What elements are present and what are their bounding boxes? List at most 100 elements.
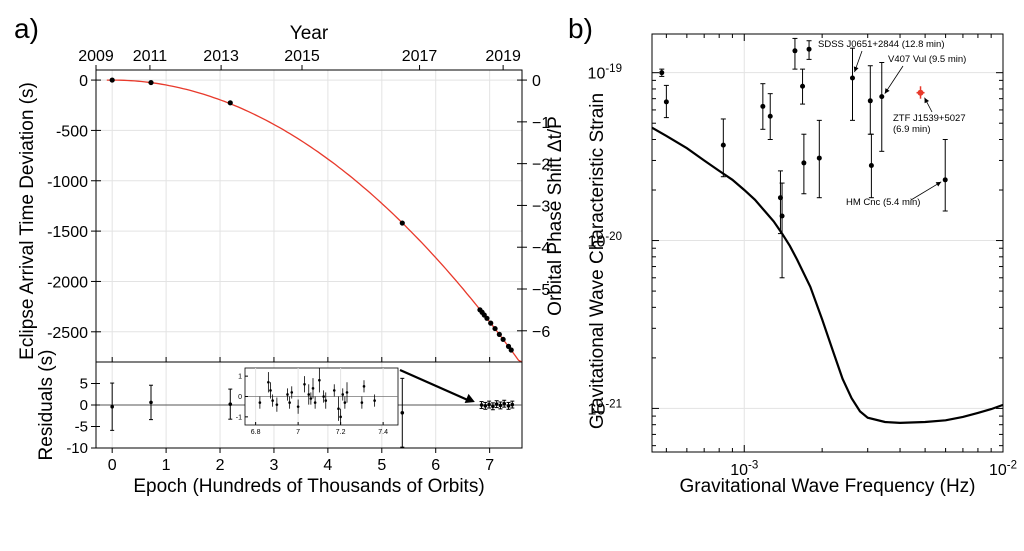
inset-x-tick-label: 7.2 (336, 429, 346, 436)
right-tick-label: 0 (532, 73, 541, 90)
inset-x-tick-label: 6.8 (251, 429, 261, 436)
inset-point (337, 407, 340, 411)
sensitivity-curve (651, 126, 1004, 425)
inset-point (373, 399, 376, 402)
data-point (227, 100, 233, 106)
inset-y-tick-label: 1 (238, 374, 242, 381)
binary-point (779, 213, 785, 219)
right-tick-label: −4 (532, 240, 550, 257)
binary-point (801, 160, 807, 166)
inset-x-tick-label: 7 (296, 429, 300, 436)
y-tick-label: -500 (56, 123, 88, 140)
inset-arrow-head (464, 393, 475, 404)
inset-point (275, 403, 279, 406)
annotation-ztf-period: (6.9 min) (893, 124, 930, 135)
y-tick-label: 10-19 (588, 63, 622, 83)
top-tick-label: 2017 (402, 48, 438, 65)
residual-point (487, 402, 491, 407)
data-point (500, 336, 506, 342)
binary-point (760, 103, 766, 109)
data-point (508, 347, 514, 353)
annotation-sdss: SDSS J0651+2844 (12.8 min) (818, 39, 944, 50)
inset-point (271, 399, 274, 402)
inset-point (311, 387, 315, 390)
annotation-hmcnc: HM Cnc (5.4 min) (846, 197, 920, 208)
inset-y-tick-label: 0 (238, 394, 242, 401)
right-tick-label: −5 (532, 282, 550, 299)
data-point (488, 320, 494, 326)
y-tick-label: 5 (80, 376, 88, 393)
y-tick-label: 10-21 (588, 399, 622, 419)
data-point (399, 220, 405, 226)
annotation-v407-arrow-line (884, 65, 904, 94)
right-tick-label: −1 (532, 115, 550, 132)
binary-point (867, 98, 873, 104)
top-tick-label: 2009 (78, 48, 114, 65)
residual-point (483, 404, 488, 408)
inset-point (307, 393, 311, 396)
annotation-v407: V407 Vul (9.5 min) (888, 54, 966, 65)
binary-point (879, 94, 885, 100)
inset-point (360, 401, 364, 404)
annotation-ztf: ZTF J1539+5027 (893, 113, 966, 124)
binary-point (720, 142, 726, 148)
data-point (109, 77, 115, 83)
top-tick-label: 2015 (284, 48, 320, 65)
y-tick-label: -2500 (47, 325, 88, 342)
x-tick-label: 6 (431, 457, 440, 474)
residual-point (502, 401, 507, 406)
annotation-ztf-arrow-head (924, 97, 930, 104)
panel-b-letter: b) (568, 13, 593, 44)
annotation-v407-arrow-head (884, 88, 890, 94)
panel-a-letter: a) (14, 13, 39, 44)
residual-point (494, 402, 499, 406)
binary-point (806, 46, 812, 52)
x-tick-label: 3 (269, 457, 278, 474)
top-tick-label: 2019 (485, 48, 521, 65)
binary-point (800, 83, 806, 89)
residual-point (491, 404, 495, 409)
x-tick-label: 1 (162, 457, 171, 474)
right-tick-label: −2 (532, 157, 550, 174)
inset-point (296, 405, 300, 408)
inset-arrow-line (399, 368, 470, 402)
residual-point (110, 404, 114, 409)
binary-point (767, 113, 773, 119)
inset-point (286, 393, 289, 396)
right-tick-label: −3 (532, 198, 550, 215)
right-axis-label: Orbital Phase Shift Δt/P (545, 116, 566, 316)
binary-point (942, 177, 948, 183)
inset-x-tick-label: 7.4 (378, 429, 388, 436)
inset-point (341, 393, 345, 396)
x-tick-label: 5 (377, 457, 386, 474)
x-axis-label: Epoch (Hundreds of Thousands of Orbits) (133, 476, 484, 497)
residual-point (498, 403, 503, 408)
y-tick-label: -2000 (47, 274, 88, 291)
residuals-axis-label: Residuals (s) (36, 350, 57, 461)
y-tick-label: -1500 (47, 224, 88, 241)
binary-point (659, 70, 665, 76)
binary-point (792, 48, 798, 54)
inset-point (343, 401, 347, 404)
x-tick-label: 4 (323, 457, 332, 474)
residual-point (510, 402, 515, 407)
inset-point (324, 399, 328, 402)
top-axis-label: Year (290, 23, 329, 44)
y-tick-label: -1000 (47, 174, 88, 191)
top-tick-label: 2011 (133, 48, 168, 65)
residual-point (149, 400, 153, 405)
inset-point (290, 391, 294, 394)
data-point (148, 79, 154, 86)
inset-point (269, 389, 272, 392)
residual-point (228, 402, 233, 406)
inset-point (309, 397, 313, 400)
residual-point (506, 404, 511, 408)
binary-point (849, 75, 855, 81)
ztf-point (917, 89, 924, 96)
annotation-hmcnc-arrow-line (910, 181, 942, 201)
inset-point (303, 382, 306, 386)
inset-point (288, 401, 291, 404)
inset-point (318, 378, 321, 382)
y-tick-label: -10 (66, 440, 88, 457)
